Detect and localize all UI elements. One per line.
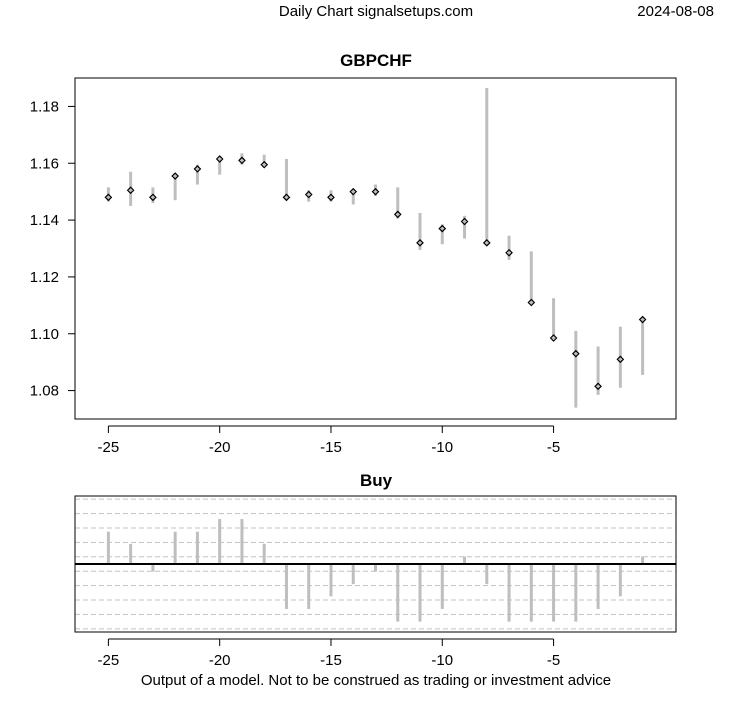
- price-close-marker: [149, 193, 157, 202]
- price-chart-title: GBPCHF: [340, 51, 412, 70]
- price-y-tick-label: 1.08: [30, 383, 59, 400]
- price-close-marker: [549, 334, 558, 342]
- signal-x-tick-label: -10: [431, 652, 453, 669]
- price-close-marker: [215, 155, 224, 163]
- price-close-marker: [371, 187, 380, 196]
- price-close-marker: [594, 382, 602, 391]
- signal-panel: Buy -25 -20 -15 -10 -5: [74, 471, 677, 669]
- signal-plot-frame: [74, 495, 677, 633]
- price-close-marker: [438, 224, 447, 233]
- signal-x-tick-label: -15: [320, 652, 342, 669]
- price-close-marker: [193, 165, 202, 173]
- price-close-marker: [527, 298, 536, 307]
- price-close-marker: [171, 172, 180, 180]
- price-y-tick-label: 1.16: [30, 155, 59, 172]
- price-close-marker: [349, 187, 358, 196]
- signal-x-tick-label: -5: [547, 652, 560, 669]
- price-close-marker: [460, 217, 469, 226]
- price-x-tick-label: -20: [209, 439, 231, 456]
- price-panel: GBPCHF 1.08 1.10 1.12 1.14 1.16 1.18 -25 -20 -1…: [30, 51, 677, 456]
- signal-bars: [106, 519, 645, 622]
- price-x-tick-label: -15: [320, 439, 342, 456]
- price-close-marker: [393, 210, 402, 219]
- price-close-marker: [571, 349, 580, 358]
- price-y-tick-label: 1.12: [30, 269, 59, 286]
- signal-chart-title: Buy: [360, 471, 393, 490]
- price-y-tick-label: 1.10: [30, 326, 59, 343]
- price-y-axis: 1.08 1.10 1.12 1.14 1.16 1.18: [30, 98, 76, 400]
- price-close-marker: [505, 248, 513, 257]
- price-close-marker: [482, 238, 491, 247]
- price-plot-frame: [74, 77, 677, 420]
- price-x-axis: -25 -20 -15 -10 -5: [98, 425, 560, 456]
- price-x-tick-label: -25: [98, 439, 120, 456]
- price-close-marker: [238, 156, 246, 165]
- price-x-tick-label: -5: [547, 439, 560, 456]
- price-close-marker: [282, 193, 291, 202]
- price-y-tick-label: 1.18: [30, 98, 59, 115]
- price-close-marker: [304, 190, 313, 199]
- header-date-text: 2024-08-08: [637, 3, 714, 20]
- price-close-marker: [260, 160, 269, 169]
- signal-x-tick-label: -20: [209, 652, 231, 669]
- price-close-marker: [638, 315, 647, 324]
- price-close-marker: [327, 193, 335, 202]
- price-range-bars: [106, 87, 645, 408]
- price-close-marker: [416, 238, 424, 247]
- header-left-text: Daily Chart signalsetups.com: [279, 3, 473, 20]
- signal-x-axis: -25 -20 -15 -10 -5: [98, 638, 560, 669]
- price-close-marker: [104, 193, 113, 202]
- price-close-marker: [616, 355, 625, 364]
- price-close-marker: [126, 186, 135, 195]
- signal-x-tick-label: -25: [98, 652, 120, 669]
- footer-disclaimer: Output of a model. Not to be construed a…: [141, 672, 611, 689]
- price-y-tick-label: 1.14: [30, 212, 59, 229]
- price-x-tick-label: -10: [431, 439, 453, 456]
- price-close-markers: [104, 155, 647, 391]
